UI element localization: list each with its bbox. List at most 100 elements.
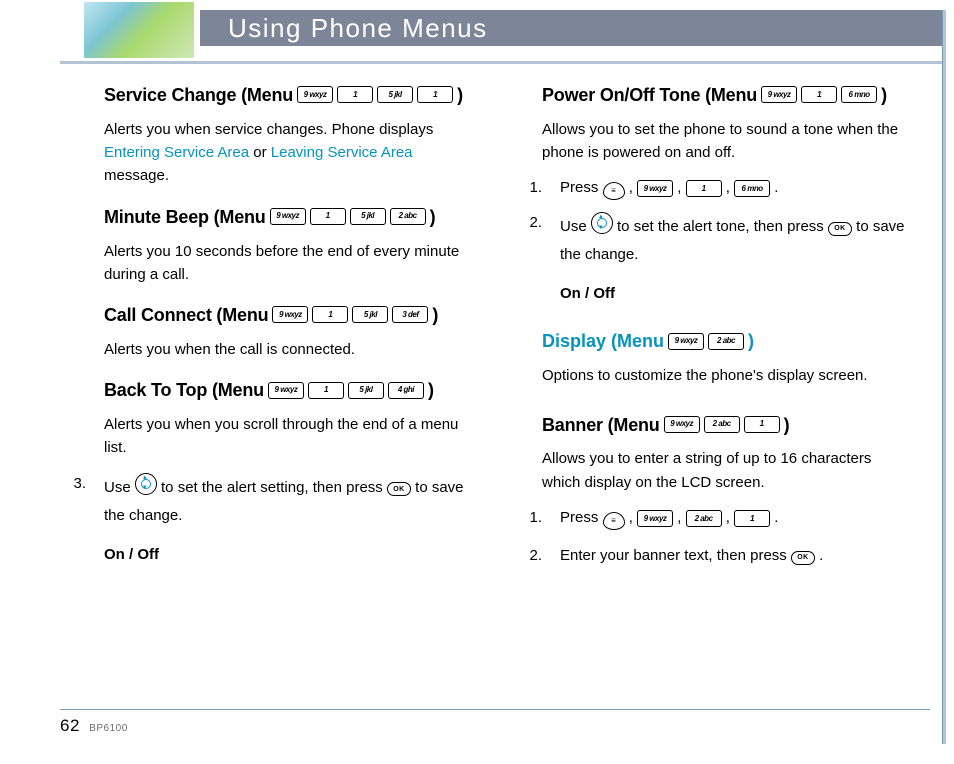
leaving-service-link: Leaving Service Area (271, 144, 413, 161)
horizontal-rule (60, 61, 944, 64)
key-1-icon: 1 (308, 382, 344, 399)
text: Alerts you when service changes. Phone d… (104, 121, 433, 138)
page: Using Phone Menus Service Change (Menu 9… (0, 0, 954, 764)
on-off-option: On / Off (104, 541, 470, 570)
heading-close: ) (881, 82, 887, 110)
header-band: Using Phone Menus (200, 10, 944, 46)
key-2-icon: 2 abc (704, 416, 740, 433)
text: or (249, 144, 271, 161)
nav-key-icon: ▼ (135, 473, 157, 495)
key-9-icon: 9 wxyz (270, 208, 306, 225)
key-1-icon: 1 (417, 86, 453, 103)
minute-beep-body: Alerts you 10 seconds before the end of … (104, 240, 470, 287)
step-2-row: 2. Use ▼ to set the alert tone, then pre… (516, 209, 908, 309)
header-image (84, 2, 194, 58)
heading-text: Power On/Off Tone (Menu (542, 82, 757, 110)
heading-text: Minute Beep (Menu (104, 204, 266, 232)
text: message. (104, 167, 169, 184)
text: , (677, 179, 685, 196)
ok-key-icon: OK (828, 222, 852, 236)
key-5-icon: 5 jkl (350, 208, 386, 225)
key-9-icon: 9 wxyz (637, 180, 673, 197)
power-tone-heading: Power On/Off Tone (Menu 9 wxyz 1 6 mno ) (542, 82, 908, 110)
call-connect-heading: Call Connect (Menu 9 wxyz 1 5 jkl 3 def … (104, 302, 470, 330)
text: , (726, 179, 734, 196)
text: . (774, 509, 778, 526)
step-number: 1. (516, 174, 542, 203)
heading-close: ) (428, 377, 434, 405)
step-number: 2. (516, 209, 542, 309)
key-3-icon: 3 def (392, 306, 428, 323)
ok-key-icon: OK (791, 551, 815, 565)
display-body: Options to customize the phone's display… (542, 364, 908, 387)
left-column: Service Change (Menu 9 wxyz 1 5 jkl 1 ) … (60, 82, 470, 577)
heading-close: ) (457, 82, 463, 110)
text: , (726, 509, 734, 526)
step-text: Use ▼ to set the alert setting, then pre… (104, 470, 470, 570)
right-column: Power On/Off Tone (Menu 9 wxyz 1 6 mno )… (498, 82, 908, 577)
key-1-icon: 1 (310, 208, 346, 225)
back-to-top-body: Alerts you when you scroll through the e… (104, 413, 470, 460)
text: to set the alert tone, then press (617, 218, 828, 235)
step-number: 3. (60, 470, 86, 570)
key-1-icon: 1 (337, 86, 373, 103)
page-title: Using Phone Menus (228, 13, 488, 44)
key-9-icon: 9 wxyz (668, 333, 704, 350)
heading-text: Call Connect (Menu (104, 302, 268, 330)
step-text: Press , 9 wxyz , 1 , 6 mno . (560, 174, 908, 203)
key-9-icon: 9 wxyz (664, 416, 700, 433)
key-9-icon: 9 wxyz (761, 86, 797, 103)
text: , (677, 509, 685, 526)
content-columns: Service Change (Menu 9 wxyz 1 5 jkl 1 ) … (60, 82, 930, 577)
key-5-icon: 5 jkl (377, 86, 413, 103)
key-2-icon: 2 abc (390, 208, 426, 225)
banner-step-1-row: 1. Press , 9 wxyz , 2 abc , 1 . (516, 504, 908, 533)
step-number: 2. (516, 542, 542, 571)
step-1-row: 1. Press , 9 wxyz , 1 , 6 mno . (516, 174, 908, 203)
banner-heading: Banner (Menu 9 wxyz 2 abc 1 ) (542, 412, 908, 440)
text: Press (560, 179, 603, 196)
footer: 62 BP6100 (60, 709, 930, 736)
heading-close: ) (430, 204, 436, 232)
service-change-heading: Service Change (Menu 9 wxyz 1 5 jkl 1 ) (104, 82, 470, 110)
banner-step-2-row: 2. Enter your banner text, then press OK… (516, 542, 908, 571)
display-heading: Display (Menu 9 wxyz 2 abc ) (542, 328, 908, 356)
text: to set the alert setting, then press (161, 479, 387, 496)
heading-text: Back To Top (Menu (104, 377, 264, 405)
text: Use (560, 218, 591, 235)
step-text: Press , 9 wxyz , 2 abc , 1 . (560, 504, 908, 533)
key-1-icon: 1 (686, 180, 722, 197)
ok-key-icon: OK (387, 482, 411, 496)
call-connect-body: Alerts you when the call is connected. (104, 338, 470, 361)
heading-text: Display (Menu (542, 328, 664, 356)
entering-service-link: Entering Service Area (104, 144, 249, 161)
key-5-icon: 5 jkl (348, 382, 384, 399)
vertical-rule (942, 10, 946, 744)
key-1-icon: 1 (744, 416, 780, 433)
model-label: BP6100 (89, 723, 128, 734)
key-1-icon: 1 (801, 86, 837, 103)
heading-close: ) (784, 412, 790, 440)
key-1-icon: 1 (312, 306, 348, 323)
minute-beep-heading: Minute Beep (Menu 9 wxyz 1 5 jkl 2 abc ) (104, 204, 470, 232)
key-1-icon: 1 (734, 510, 770, 527)
on-off-option: On / Off (560, 280, 908, 309)
heading-close: ) (432, 302, 438, 330)
key-9-icon: 9 wxyz (272, 306, 308, 323)
key-9-icon: 9 wxyz (297, 86, 333, 103)
nav-key-icon: ▼ (591, 212, 613, 234)
menu-key-icon (603, 182, 625, 200)
key-5-icon: 5 jkl (352, 306, 388, 323)
text: Enter your banner text, then press (560, 547, 791, 564)
key-2-icon: 2 abc (708, 333, 744, 350)
key-6-icon: 6 mno (734, 180, 770, 197)
power-tone-body: Allows you to set the phone to sound a t… (542, 118, 908, 165)
text: . (774, 179, 778, 196)
heading-close: ) (748, 328, 754, 356)
text: , (629, 509, 637, 526)
menu-key-icon (603, 512, 625, 530)
key-2-icon: 2 abc (686, 510, 722, 527)
step-3-row: 3. Use ▼ to set the alert setting, then … (60, 470, 470, 570)
step-number: 1. (516, 504, 542, 533)
page-number: 62 (60, 716, 80, 735)
